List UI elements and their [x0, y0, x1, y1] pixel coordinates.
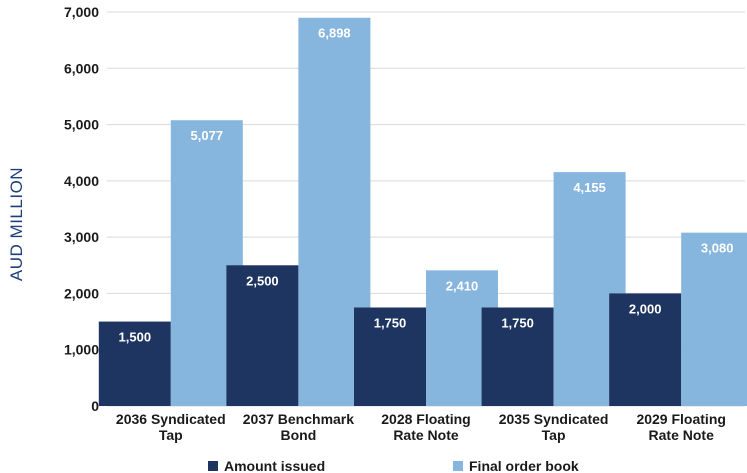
x-tick-label-line: Rate Note — [393, 427, 459, 443]
y-tick-label: 1,000 — [64, 342, 99, 358]
data-label: 4,155 — [573, 180, 606, 195]
legend-label: Final order book — [469, 458, 579, 473]
bar-amount-issued — [98, 321, 171, 406]
bars: 1,500 5,077 2,500 6,898 1,750 2,410 1,750 4,155… — [98, 17, 747, 406]
x-tick-label-line: 2029 Floating — [636, 411, 725, 427]
x-tick-label: 2036 Syndicated Tap — [116, 411, 226, 443]
bar-amount-issued — [609, 293, 682, 406]
x-tick-label: 2035 Syndicated Tap — [499, 411, 609, 443]
bar-amount-issued — [226, 265, 299, 406]
x-tick-label-line: Tap — [159, 427, 183, 443]
data-label: 1,500 — [119, 330, 152, 345]
data-label: 6,898 — [318, 26, 351, 41]
y-tick-label: 5,000 — [64, 117, 99, 133]
data-label: 5,077 — [191, 128, 224, 143]
data-label: 2,500 — [246, 273, 279, 288]
legend-swatch — [453, 461, 463, 471]
x-tick-label: 2028 Floating Rate Note — [381, 411, 470, 443]
data-label: 2,000 — [629, 301, 662, 316]
data-label: 1,750 — [374, 316, 407, 331]
legend: Amount issued Final order book — [208, 458, 579, 473]
x-tick-label-line: 2036 Syndicated — [116, 411, 226, 427]
data-label: 3,080 — [701, 241, 734, 256]
y-axis-label: AUD MILLION — [7, 167, 26, 281]
x-tick-label-line: Tap — [542, 427, 566, 443]
x-tick-label-line: Bond — [281, 427, 317, 443]
bar-amount-issued — [354, 307, 426, 406]
y-tick-label: 6,000 — [64, 60, 99, 76]
x-tick-label-line: 2037 Benchmark — [243, 411, 355, 427]
x-tick-label-line: Rate Note — [649, 427, 715, 443]
bar-final-order-book — [681, 232, 747, 406]
x-tick-label: 2037 Benchmark Bond — [243, 411, 355, 443]
y-tick-label: 4,000 — [64, 173, 99, 189]
x-tick-label: 2029 Floating Rate Note — [636, 411, 725, 443]
legend-label: Amount issued — [224, 458, 325, 473]
x-tick-label-line: 2028 Floating — [381, 411, 470, 427]
data-label: 1,750 — [501, 316, 534, 331]
legend-swatch — [208, 461, 218, 471]
y-tick-label: 2,000 — [64, 285, 99, 301]
bar-amount-issued — [481, 307, 554, 406]
y-tick-label: 0 — [91, 398, 99, 414]
data-label: 2,410 — [446, 278, 479, 293]
y-tick-label: 3,000 — [64, 229, 99, 245]
y-axis-ticks: 0 1,000 2,000 3,000 4,000 5,000 6,000 7,000 — [64, 4, 99, 414]
x-tick-label-line: 2035 Syndicated — [499, 411, 609, 427]
y-tick-label: 7,000 — [64, 4, 99, 20]
